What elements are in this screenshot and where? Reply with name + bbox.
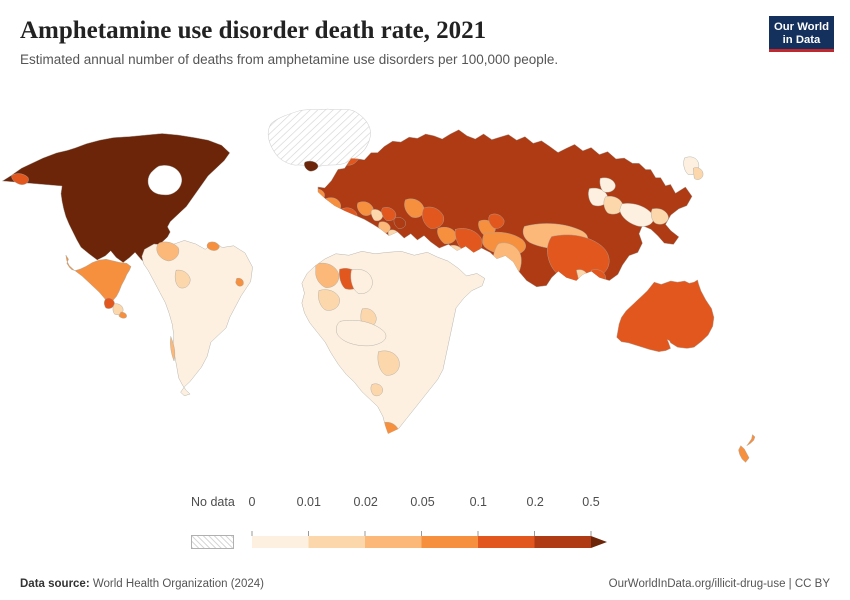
svg-text:Our World: Our World	[774, 21, 829, 33]
svg-text:in Data: in Data	[783, 34, 821, 46]
